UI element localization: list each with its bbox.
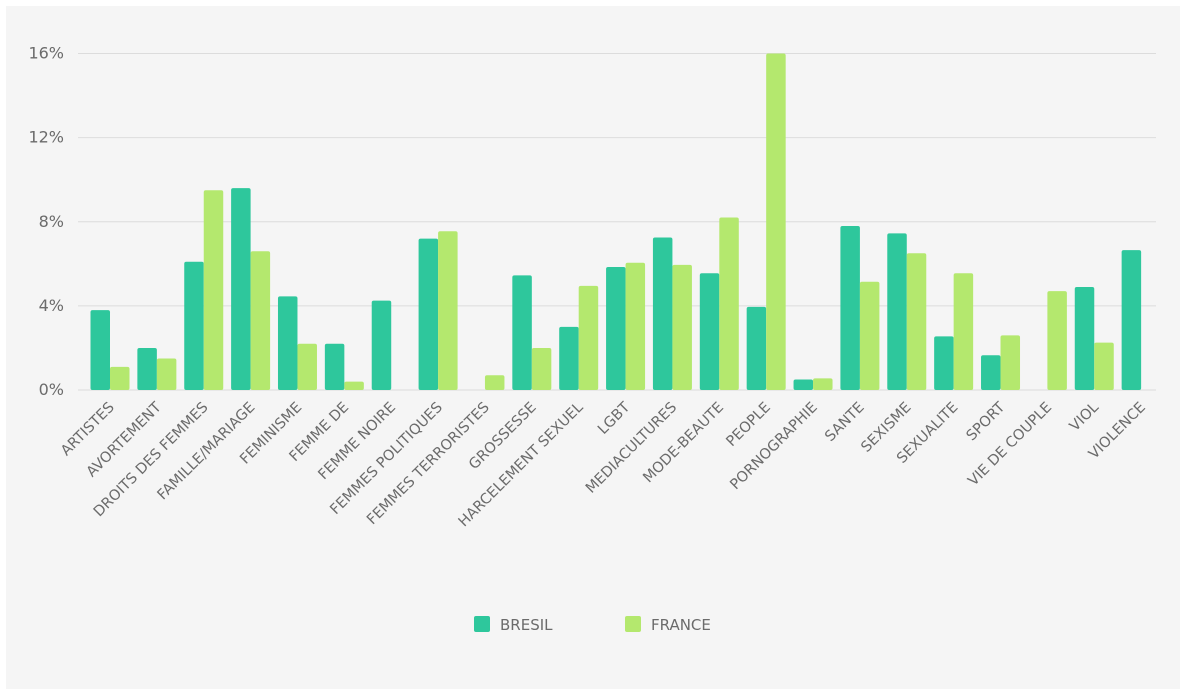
x-tick-label: VIE DE COUPLE [965, 400, 1055, 490]
bar-france-sport [1000, 335, 1021, 390]
legend-label-france: FRANCE [651, 616, 711, 634]
x-tick-label: LGBT [595, 399, 633, 437]
bar-france-artistes [110, 366, 130, 390]
bar-bresil-mediacultures [652, 237, 673, 390]
bar-france-pornographie [813, 378, 833, 390]
bar-bresil-pornographie [793, 379, 814, 390]
bar-france-femmes-terroristes [484, 375, 505, 390]
bar-france-mode-beaute [719, 217, 739, 390]
bar-bresil-sexualite [934, 336, 954, 390]
bar-france-femme-de [344, 381, 364, 390]
x-tick-label: VIOL [1067, 400, 1102, 435]
bar-france-lgbt [625, 262, 646, 390]
bar-bresil-femme-de [324, 343, 345, 390]
bar-bresil-viol [1074, 286, 1095, 390]
chart-panel: 0% 4% 8% 12% 16% ARTISTES AVORTEMENT DROITS DE… [6, 6, 1180, 689]
y-tick-label: 4% [39, 296, 64, 315]
bar-bresil-femme-noire [371, 300, 392, 390]
bar-france-sexualite [953, 273, 974, 390]
bar-france-famille-mariage [250, 251, 271, 390]
bar-france-harcelement-sexuel [578, 285, 599, 390]
bar-france-sexisme [906, 253, 927, 390]
bar-bresil-droits-des-femmes [184, 261, 204, 390]
bar-france-droits-des-femmes [203, 190, 224, 390]
bars [90, 53, 1142, 390]
x-tick-label: MEDIACULTURES [583, 400, 680, 497]
y-axis-ticks: 0% 4% 8% 12% 16% [28, 44, 64, 400]
bar-bresil-sexisme [887, 233, 907, 390]
bar-bresil-people [746, 306, 767, 390]
y-tick-label: 12% [28, 128, 64, 147]
bar-bresil-sante [840, 225, 860, 390]
bar-bresil-feminisme [277, 296, 298, 390]
legend-swatch-bresil [474, 616, 490, 632]
bar-france-viol [1094, 342, 1114, 390]
bar-france-people [766, 53, 786, 390]
bar-bresil-femmes-politiques [418, 238, 439, 390]
bar-france-feminisme [297, 343, 317, 390]
bar-bresil-famille-mariage [231, 188, 251, 390]
bar-france-femmes-politiques [438, 231, 458, 390]
legend-swatch-france [625, 616, 641, 632]
bar-bresil-harcelement-sexuel [559, 326, 579, 390]
bar-bresil-sport [981, 355, 1001, 390]
x-tick-label: SPORT [964, 399, 1009, 444]
bar-bresil-avortement [137, 347, 157, 390]
legend-label-bresil: BRESIL [500, 616, 553, 634]
x-tick-label: PORNOGRAPHIE [727, 400, 821, 494]
bar-france-sante [859, 281, 880, 390]
bar-france-mediacultures [672, 264, 692, 390]
bar-bresil-grossesse [512, 275, 532, 390]
bar-france-avortement [156, 358, 177, 390]
bar-france-grossesse [531, 347, 552, 390]
x-tick-label: SANTE [822, 400, 867, 445]
bar-bresil-mode-beaute [699, 273, 720, 390]
x-tick-label: MODE-BEAUTE [640, 400, 727, 487]
y-tick-label: 8% [39, 212, 64, 231]
bar-france-vie-de-couple [1047, 291, 1067, 390]
bar-bresil-artistes [90, 310, 110, 390]
y-tick-label: 0% [39, 380, 64, 399]
legend: BRESIL FRANCE [474, 616, 711, 634]
bar-bresil-violence [1121, 250, 1142, 390]
bar-bresil-lgbt [606, 266, 626, 390]
y-tick-label: 16% [28, 44, 64, 63]
